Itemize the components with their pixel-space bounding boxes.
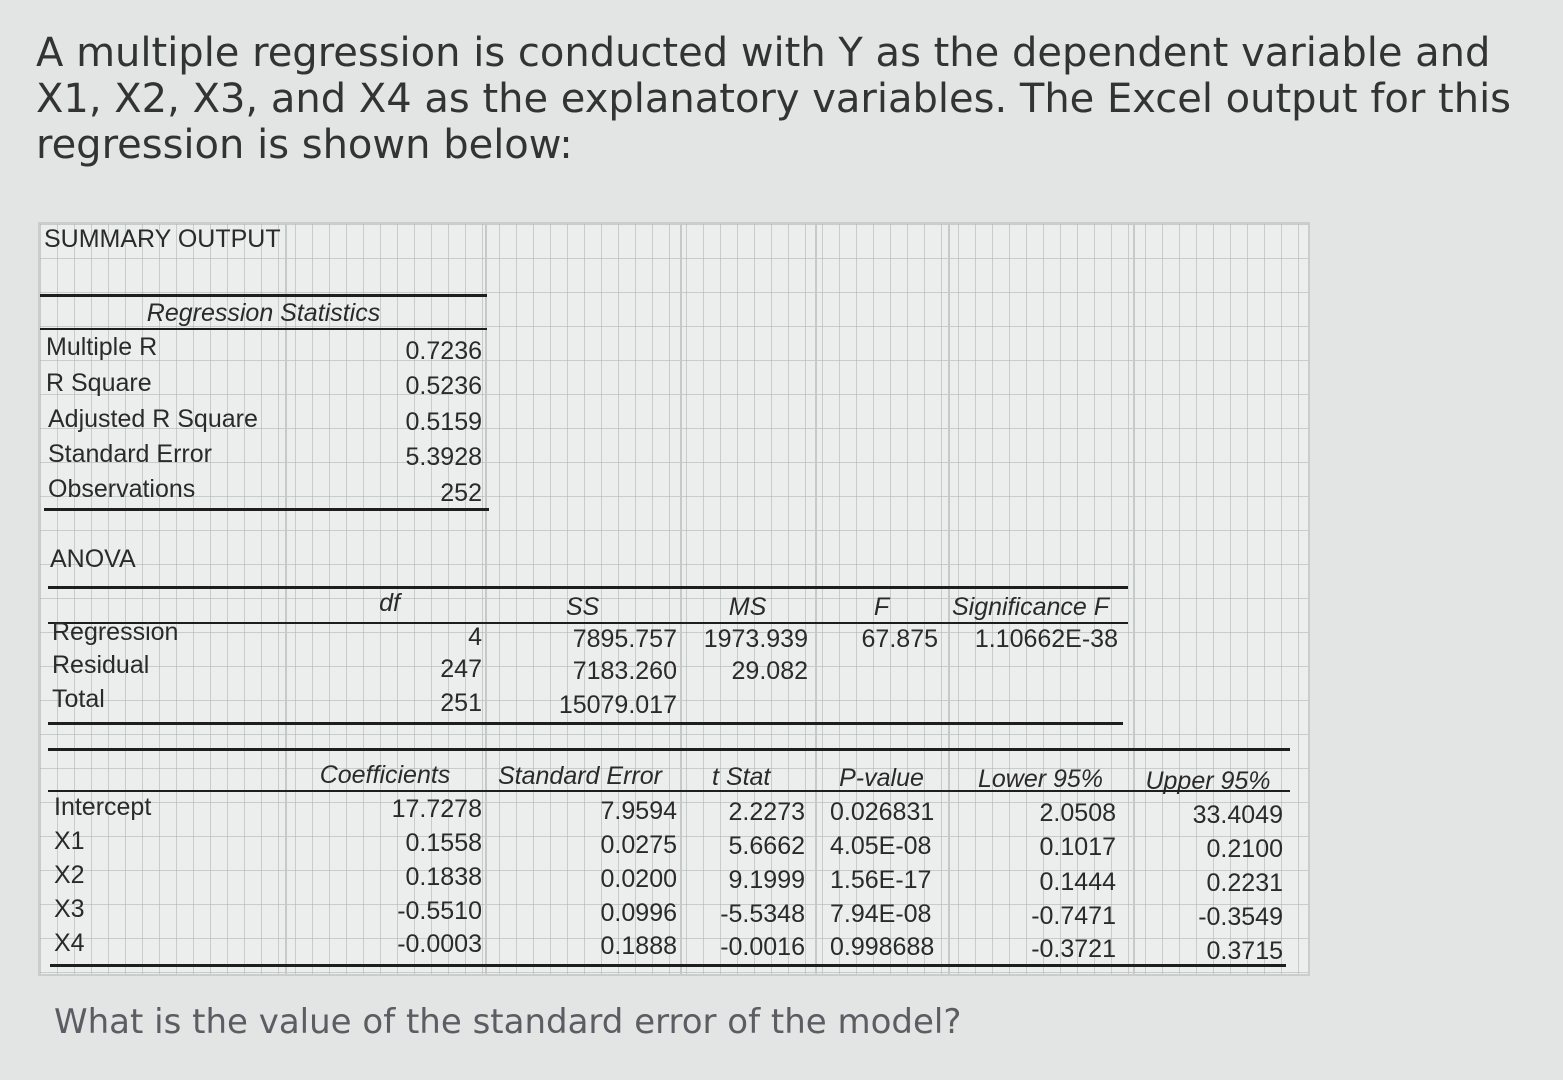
top-rule bbox=[40, 294, 487, 297]
coef-cell: -0.7471 bbox=[1031, 902, 1116, 930]
stat-value: 252 bbox=[440, 479, 482, 507]
coef-cell: 0.1444 bbox=[1039, 868, 1116, 896]
coef-cell: 0.2231 bbox=[1206, 869, 1283, 897]
anova-title: ANOVA bbox=[50, 545, 136, 573]
coef-row-label: X4 bbox=[54, 929, 85, 957]
coef-cell: 33.4049 bbox=[1192, 801, 1283, 829]
coef-cell: 4.05E-08 bbox=[830, 832, 932, 860]
coef-cell: -0.3549 bbox=[1198, 903, 1283, 931]
coef-cell: 0.2100 bbox=[1206, 835, 1283, 863]
anova-header-significance-f: Significance F bbox=[952, 593, 1110, 621]
coef-header-coefficients: Coefficients bbox=[319, 761, 451, 789]
coef-cell: 1.56E-17 bbox=[830, 866, 932, 894]
coef-cell: 0.1558 bbox=[405, 829, 482, 857]
anova-header-rule bbox=[48, 622, 1128, 624]
anova-cell: 247 bbox=[440, 655, 482, 683]
coef-cell: -5.5348 bbox=[720, 900, 805, 928]
anova-header-f: F bbox=[873, 593, 890, 621]
column-divider bbox=[285, 224, 287, 974]
anova-cell: 1973.939 bbox=[703, 625, 808, 653]
summary-title: SUMMARY OUTPUT bbox=[44, 225, 281, 253]
excel-summary-output: SUMMARY OUTPUT Regression Statistics Mul… bbox=[38, 222, 1310, 976]
stats-bottom-rule bbox=[44, 508, 489, 511]
regression-statistics-heading: Regression Statistics bbox=[146, 299, 381, 327]
column-divider bbox=[485, 224, 487, 974]
column-divider bbox=[948, 224, 950, 974]
coef-row-label: X2 bbox=[54, 861, 85, 889]
anova-cell: 251 bbox=[440, 689, 482, 717]
coef-cell: 5.6662 bbox=[728, 832, 805, 860]
stat-value: 0.7236 bbox=[405, 337, 482, 365]
coef-header-rule bbox=[48, 790, 1290, 792]
coef-cell: -0.5510 bbox=[397, 897, 482, 925]
anova-cell: 7183.260 bbox=[572, 657, 677, 685]
stat-label: Adjusted R Square bbox=[48, 405, 258, 433]
anova-header-ms: MS bbox=[728, 593, 767, 621]
anova-header-ss: SS bbox=[565, 593, 600, 621]
coef-cell: 0.0275 bbox=[600, 831, 677, 859]
coef-cell: -0.0003 bbox=[397, 930, 482, 958]
coef-header-t-stat: t Stat bbox=[712, 763, 771, 791]
coef-bottom-rule bbox=[50, 964, 1286, 967]
coef-cell: 9.1999 bbox=[728, 866, 805, 894]
coef-cell: 7.9594 bbox=[600, 797, 677, 825]
anova-cell: 67.875 bbox=[861, 625, 938, 653]
significance-f-value: 1.10662E-38 bbox=[974, 625, 1118, 653]
question-prompt: What is the value of the standard error … bbox=[54, 1002, 962, 1042]
coef-header-p-value: P-value bbox=[839, 764, 924, 792]
standard-error-value: 5.3928 bbox=[405, 443, 482, 471]
coef-cell: -0.3721 bbox=[1031, 935, 1116, 963]
coef-cell: -0.0016 bbox=[720, 933, 805, 961]
coef-header-lower-95: Lower 95% bbox=[977, 765, 1104, 793]
coef-cell: 0.1017 bbox=[1039, 833, 1116, 861]
heading-rule bbox=[40, 328, 487, 330]
coef-cell: 7.94E-08 bbox=[830, 900, 932, 928]
coef-row-label: X3 bbox=[54, 895, 85, 923]
column-divider bbox=[815, 224, 817, 974]
anova-row-label: Regression bbox=[52, 618, 179, 646]
coef-row-label: X1 bbox=[54, 827, 85, 855]
stat-label: Multiple R bbox=[46, 333, 158, 361]
coef-cell: 0.1838 bbox=[405, 863, 482, 891]
coef-cell: 0.3715 bbox=[1206, 937, 1283, 965]
anova-row-label: Residual bbox=[52, 651, 150, 679]
anova-row-label: Total bbox=[52, 685, 105, 713]
coef-cell: 2.0508 bbox=[1039, 799, 1116, 827]
anova-cell: 4 bbox=[468, 623, 482, 651]
anova-top-rule bbox=[48, 586, 1128, 589]
anova-cell: 7895.757 bbox=[572, 625, 677, 653]
coef-cell: 0.1888 bbox=[600, 932, 677, 960]
stat-label: Observations bbox=[48, 475, 196, 503]
stat-label: Standard Error bbox=[48, 440, 212, 468]
question-text: A multiple regression is conducted with … bbox=[36, 30, 1512, 168]
coef-cell: 0.998688 bbox=[830, 933, 935, 961]
anova-cell: 29.082 bbox=[731, 657, 808, 685]
stat-label: R Square bbox=[46, 369, 152, 397]
coef-cell: 0.0996 bbox=[600, 899, 677, 927]
column-divider bbox=[1133, 224, 1135, 974]
coef-row-label: Intercept bbox=[54, 793, 152, 821]
stat-value: 0.5236 bbox=[405, 372, 482, 400]
coef-cell: 2.2273 bbox=[728, 798, 805, 826]
anova-bottom-rule bbox=[48, 722, 1123, 725]
coef-cell: 17.7278 bbox=[391, 795, 482, 823]
stat-value: 0.5159 bbox=[405, 408, 482, 436]
column-divider bbox=[680, 224, 682, 974]
coef-cell: 0.0200 bbox=[600, 865, 677, 893]
coef-cell: 0.026831 bbox=[830, 798, 935, 826]
coef-top-rule bbox=[48, 748, 1290, 751]
anova-cell: 15079.017 bbox=[558, 691, 677, 719]
coef-header-standard-error: Standard Error bbox=[498, 762, 662, 790]
anova-header-df: df bbox=[379, 589, 400, 617]
